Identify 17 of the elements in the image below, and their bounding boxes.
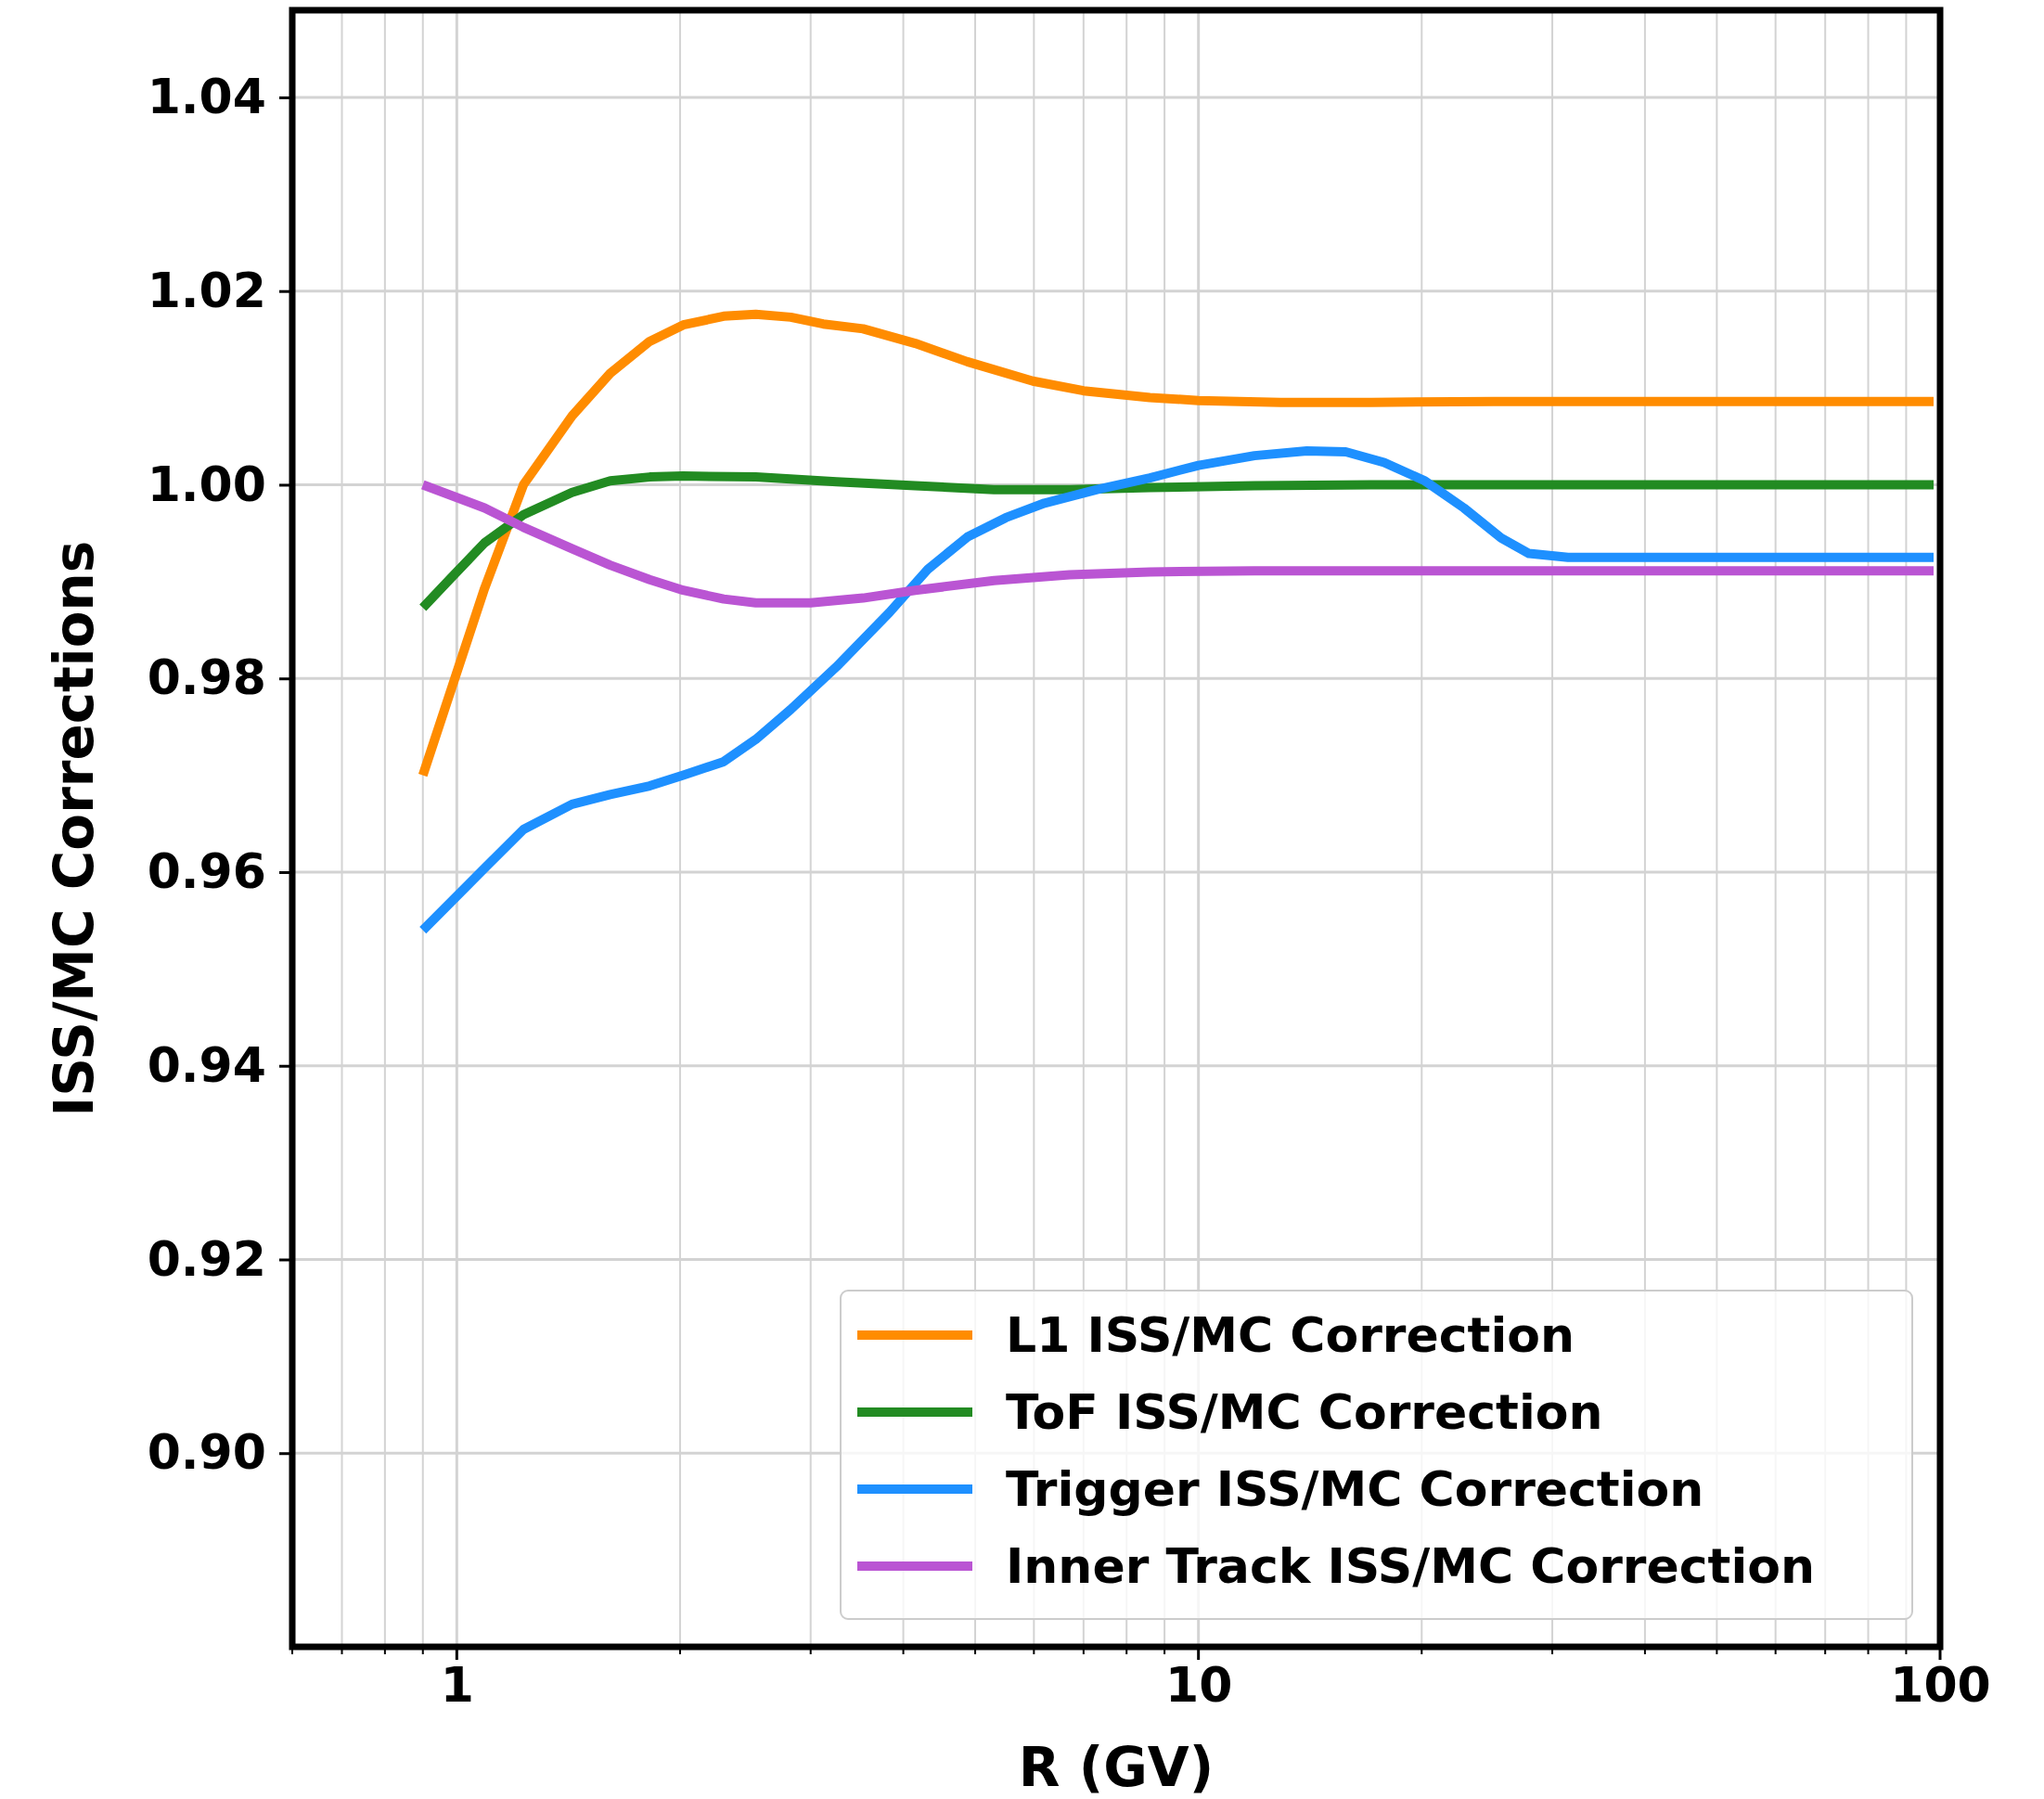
y-tick-label: 0.90 — [147, 1424, 266, 1481]
y-axis-title: ISS/MC Corrections — [43, 540, 106, 1117]
y-tick-label: 0.98 — [147, 649, 266, 706]
y-tick-label: 0.96 — [147, 843, 266, 900]
x-tick-label: 100 — [1890, 1656, 1991, 1713]
legend-label: ToF ISS/MC Correction — [1006, 1384, 1603, 1440]
y-tick-label: 1.04 — [147, 69, 266, 125]
x-tick-label: 1 — [440, 1656, 474, 1713]
y-tick-label: 0.94 — [147, 1036, 266, 1093]
legend-label: Inner Track ISS/MC Correction — [1006, 1538, 1816, 1594]
y-tick-label: 1.02 — [147, 262, 266, 318]
legend-label: L1 ISS/MC Correction — [1006, 1307, 1575, 1363]
x-tick-label: 10 — [1164, 1656, 1233, 1713]
legend-label: Trigger ISS/MC Correction — [1006, 1461, 1704, 1517]
y-tick-label: 0.92 — [147, 1230, 266, 1287]
y-tick-label: 1.00 — [147, 456, 266, 512]
x-axis-title: R (GV) — [1018, 1736, 1215, 1799]
